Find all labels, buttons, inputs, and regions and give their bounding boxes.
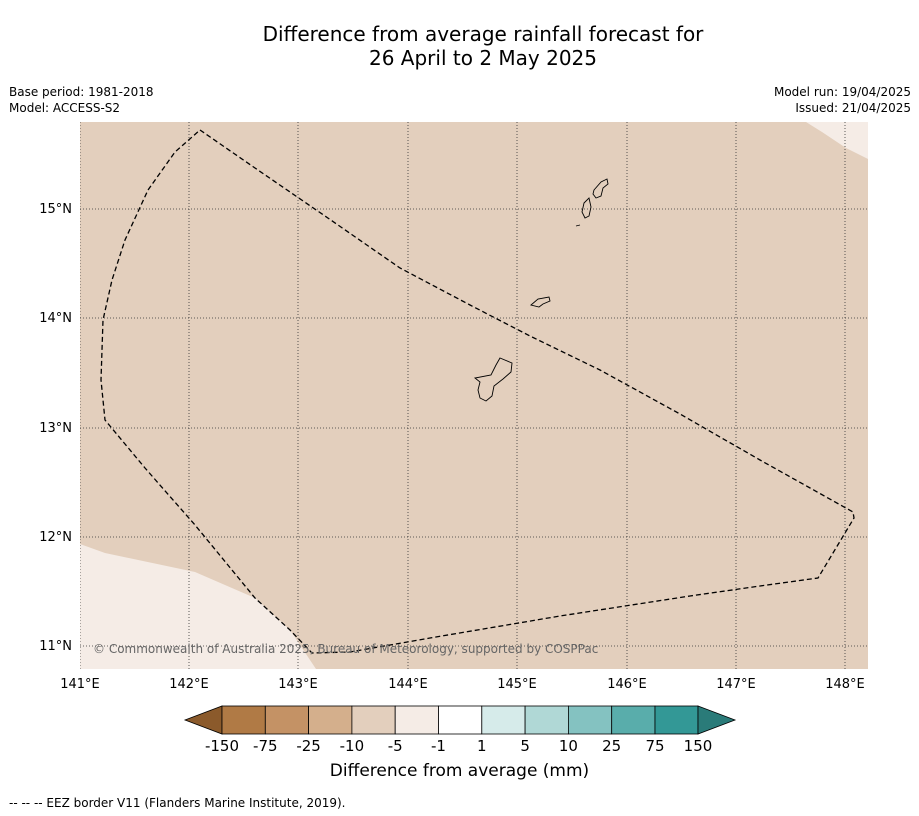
lat-labels: 15°N 14°N 13°N 12°N 11°N: [39, 202, 72, 654]
lat-label: 11°N: [39, 639, 72, 654]
colorbar-swatch: [221, 705, 266, 735]
lon-label: 145°E: [497, 677, 537, 692]
colorbar-swatch: [351, 705, 396, 735]
colorbar-swatch: [481, 705, 526, 735]
island-rota: [530, 296, 551, 308]
lon-label: 146°E: [607, 677, 647, 692]
lon-label: 142°E: [169, 677, 209, 692]
island-guam: [473, 357, 513, 402]
colorbar-swatch: [568, 705, 613, 735]
meta-right: Model run: 19/04/2025 Issued: 21/04/2025: [774, 84, 911, 116]
eez-footnote: -- -- -- EEZ border V11 (Flanders Marine…: [9, 796, 346, 810]
colorbar-extend-high: [697, 705, 737, 735]
colorbar-tick-label: -1: [431, 737, 446, 755]
colorbar-swatch: [308, 705, 353, 735]
colorbar-title: Difference from average (mm): [329, 761, 590, 781]
lon-labels: 141°E 142°E 143°E 144°E 145°E 146°E 147°…: [60, 677, 865, 692]
lat-label: 15°N: [39, 202, 72, 217]
colorbar-swatch: [438, 705, 483, 735]
islands: [473, 178, 609, 402]
eez-border: [100, 129, 855, 654]
rainfall-anomaly-lowfill-ne: [806, 122, 868, 159]
colorbar-tick-label: -5: [388, 737, 403, 755]
island-aguijan: [575, 224, 581, 227]
colorbar-swatch: [264, 705, 309, 735]
meta-left: Base period: 1981-2018 Model: ACCESS-S2: [9, 84, 154, 116]
title-line-2: 26 April to 2 May 2025: [369, 46, 597, 70]
colorbar: [183, 705, 737, 735]
lon-label: 143°E: [278, 677, 318, 692]
map-area: © Commonwealth of Australia 2025, Bureau…: [80, 122, 868, 669]
lon-label: 144°E: [388, 677, 428, 692]
colorbar-swatch: [611, 705, 656, 735]
lon-label: 141°E: [60, 677, 100, 692]
colorbar-tick-label: -75: [253, 737, 278, 755]
island-saipan: [592, 178, 609, 199]
map-title: Difference from average rainfall forecas…: [0, 22, 919, 70]
colorbar-ticks: -150 -75 -25 -10 -5 -1 1 5 10 25 75 150: [205, 737, 712, 755]
model-text: Model: ACCESS-S2: [9, 101, 121, 115]
colorbar-swatch: [394, 705, 439, 735]
lat-label: 12°N: [39, 530, 72, 545]
colorbar-tick-label: -25: [296, 737, 321, 755]
colorbar-tick-label: 25: [602, 737, 621, 755]
colorbar-swatch: [654, 705, 699, 735]
colorbar-tick-label: 5: [520, 737, 530, 755]
model-run-text: Model run: 19/04/2025: [773, 85, 911, 99]
island-tinian: [581, 197, 592, 219]
rainfall-anomaly-fill: [80, 122, 868, 669]
gridlines: [80, 122, 868, 669]
rainfall-anomaly-lowfill-sw: [80, 544, 316, 669]
lat-label: 13°N: [39, 421, 72, 436]
colorbar-tick-label: 75: [645, 737, 664, 755]
colorbar-tick-label: -10: [340, 737, 365, 755]
base-period-text: Base period: 1981-2018: [9, 85, 154, 99]
title-line-1: Difference from average rainfall forecas…: [262, 22, 704, 46]
lat-label: 14°N: [39, 311, 72, 326]
copyright-text: © Commonwealth of Australia 2025, Bureau…: [93, 642, 598, 656]
colorbar-tick-label: -150: [205, 737, 239, 755]
issued-text: Issued: 21/04/2025: [795, 101, 911, 115]
colorbar-swatch: [524, 705, 569, 735]
colorbar-tick-label: 10: [559, 737, 578, 755]
colorbar-tick-label: 1: [477, 737, 487, 755]
colorbar-extend-low: [183, 705, 223, 735]
lon-label: 148°E: [825, 677, 865, 692]
colorbar-tick-label: 150: [684, 737, 713, 755]
lon-label: 147°E: [716, 677, 756, 692]
